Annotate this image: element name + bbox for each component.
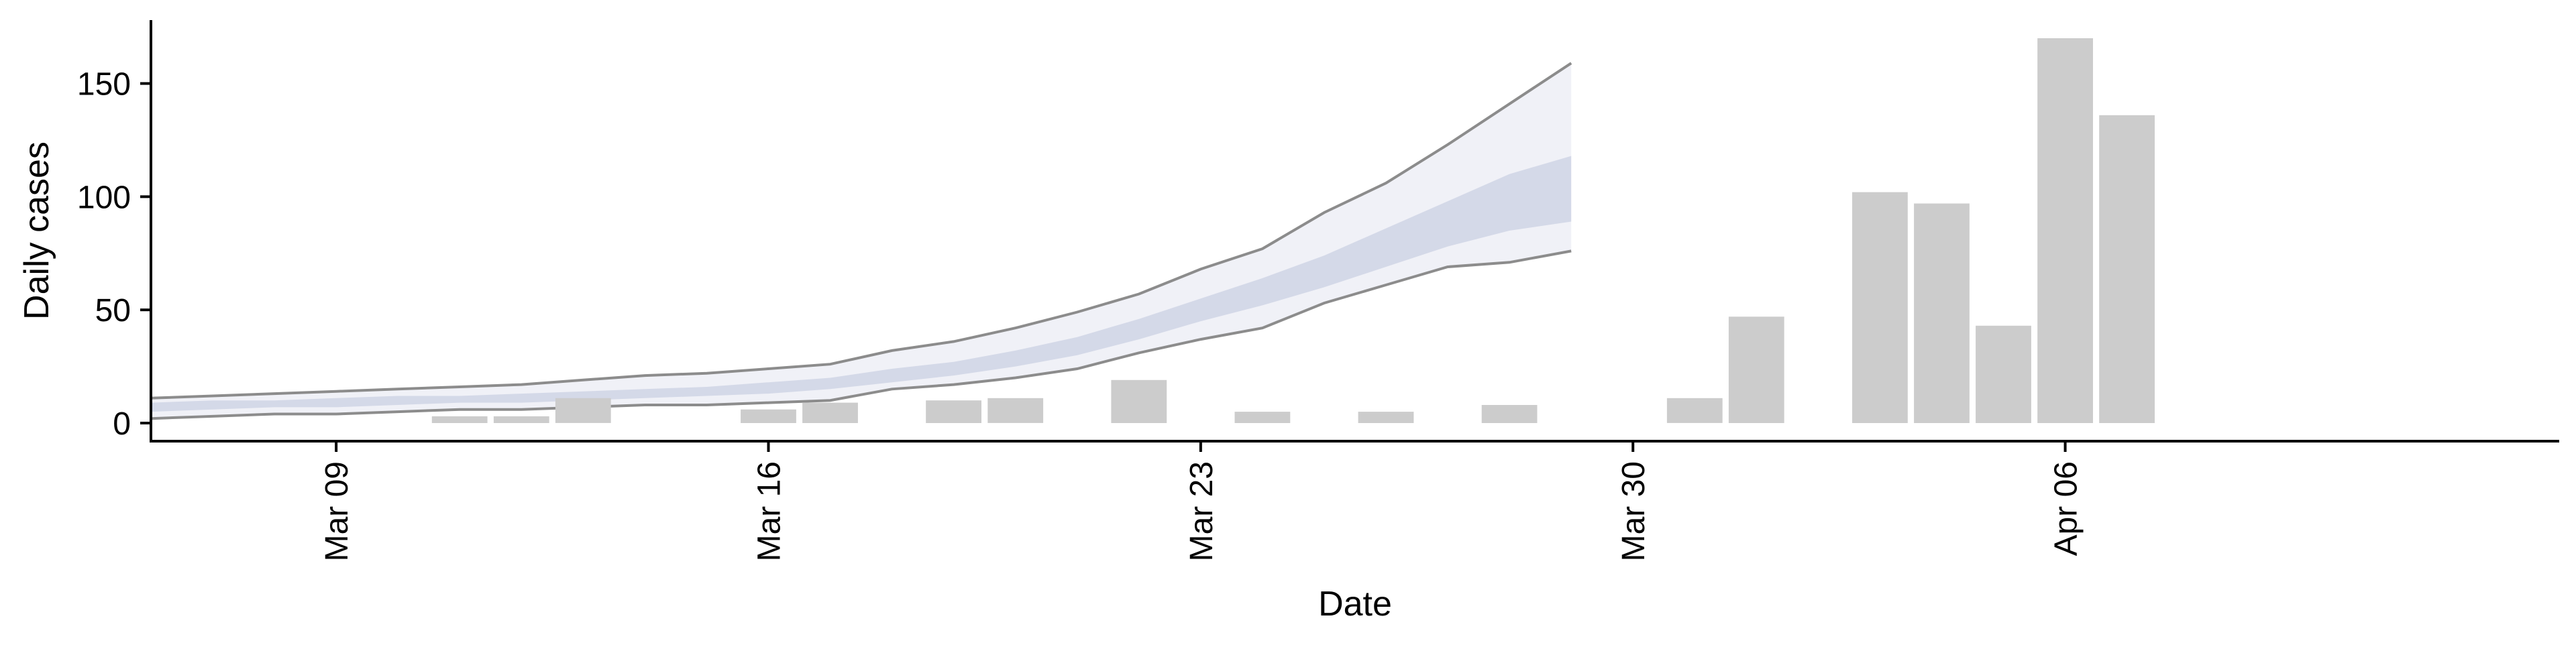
bar-2020-03-31 <box>1666 398 1723 423</box>
x-axis-ticks: Mar 09 Mar 16 Mar 23 Mar 30 Apr 06 <box>319 441 2084 561</box>
bar-2020-03-24 <box>1234 412 1291 423</box>
bar-2020-03-28 <box>1481 405 1538 423</box>
bar-2020-04-01 <box>1728 316 1784 423</box>
bar-2020-04-06 <box>2037 38 2093 423</box>
x-tick-label: Apr 06 <box>2049 461 2084 556</box>
bar-2020-03-20 <box>987 398 1044 423</box>
x-tick-label: Mar 16 <box>752 461 788 561</box>
y-axis-ticks: 0 50 100 150 <box>77 67 151 442</box>
estimate-band-90 <box>151 63 1572 419</box>
bar-2020-03-26 <box>1358 412 1414 423</box>
x-tick-label: Mar 09 <box>319 461 355 561</box>
axes: 0 50 100 150 Mar 09 Mar 16 Mar 23 Mar 30 Apr 06 <box>77 20 2559 561</box>
bar-2020-04-03 <box>1852 192 1908 423</box>
bar-2020-03-12 <box>493 416 549 423</box>
y-tick-label: 0 <box>113 406 131 442</box>
bar-2020-03-19 <box>926 400 981 423</box>
bar-2020-03-13 <box>555 398 611 423</box>
bar-2020-03-17 <box>802 402 858 423</box>
bar-2020-03-22 <box>1111 379 1167 423</box>
bar-2020-03-11 <box>431 416 488 423</box>
estimate-bands <box>150 62 1572 420</box>
upper-bound-line <box>150 62 1572 400</box>
bar-2020-03-16 <box>741 409 796 423</box>
reported-cases-bars <box>431 38 2155 424</box>
bar-2020-04-07 <box>2099 115 2155 424</box>
bar-2020-04-04 <box>1914 203 1970 423</box>
x-axis-title: Date <box>1318 585 1392 624</box>
y-tick-label: 150 <box>77 67 131 103</box>
bar-2020-04-05 <box>1976 325 2031 423</box>
x-tick-label: Mar 30 <box>1616 461 1652 561</box>
y-tick-label: 100 <box>77 180 131 215</box>
estimate-band-50 <box>151 156 1572 412</box>
y-axis-title: Daily cases <box>17 141 56 320</box>
y-tick-label: 50 <box>95 293 131 329</box>
lower-bound-line <box>150 249 1572 420</box>
x-tick-label: Mar 23 <box>1184 461 1220 561</box>
